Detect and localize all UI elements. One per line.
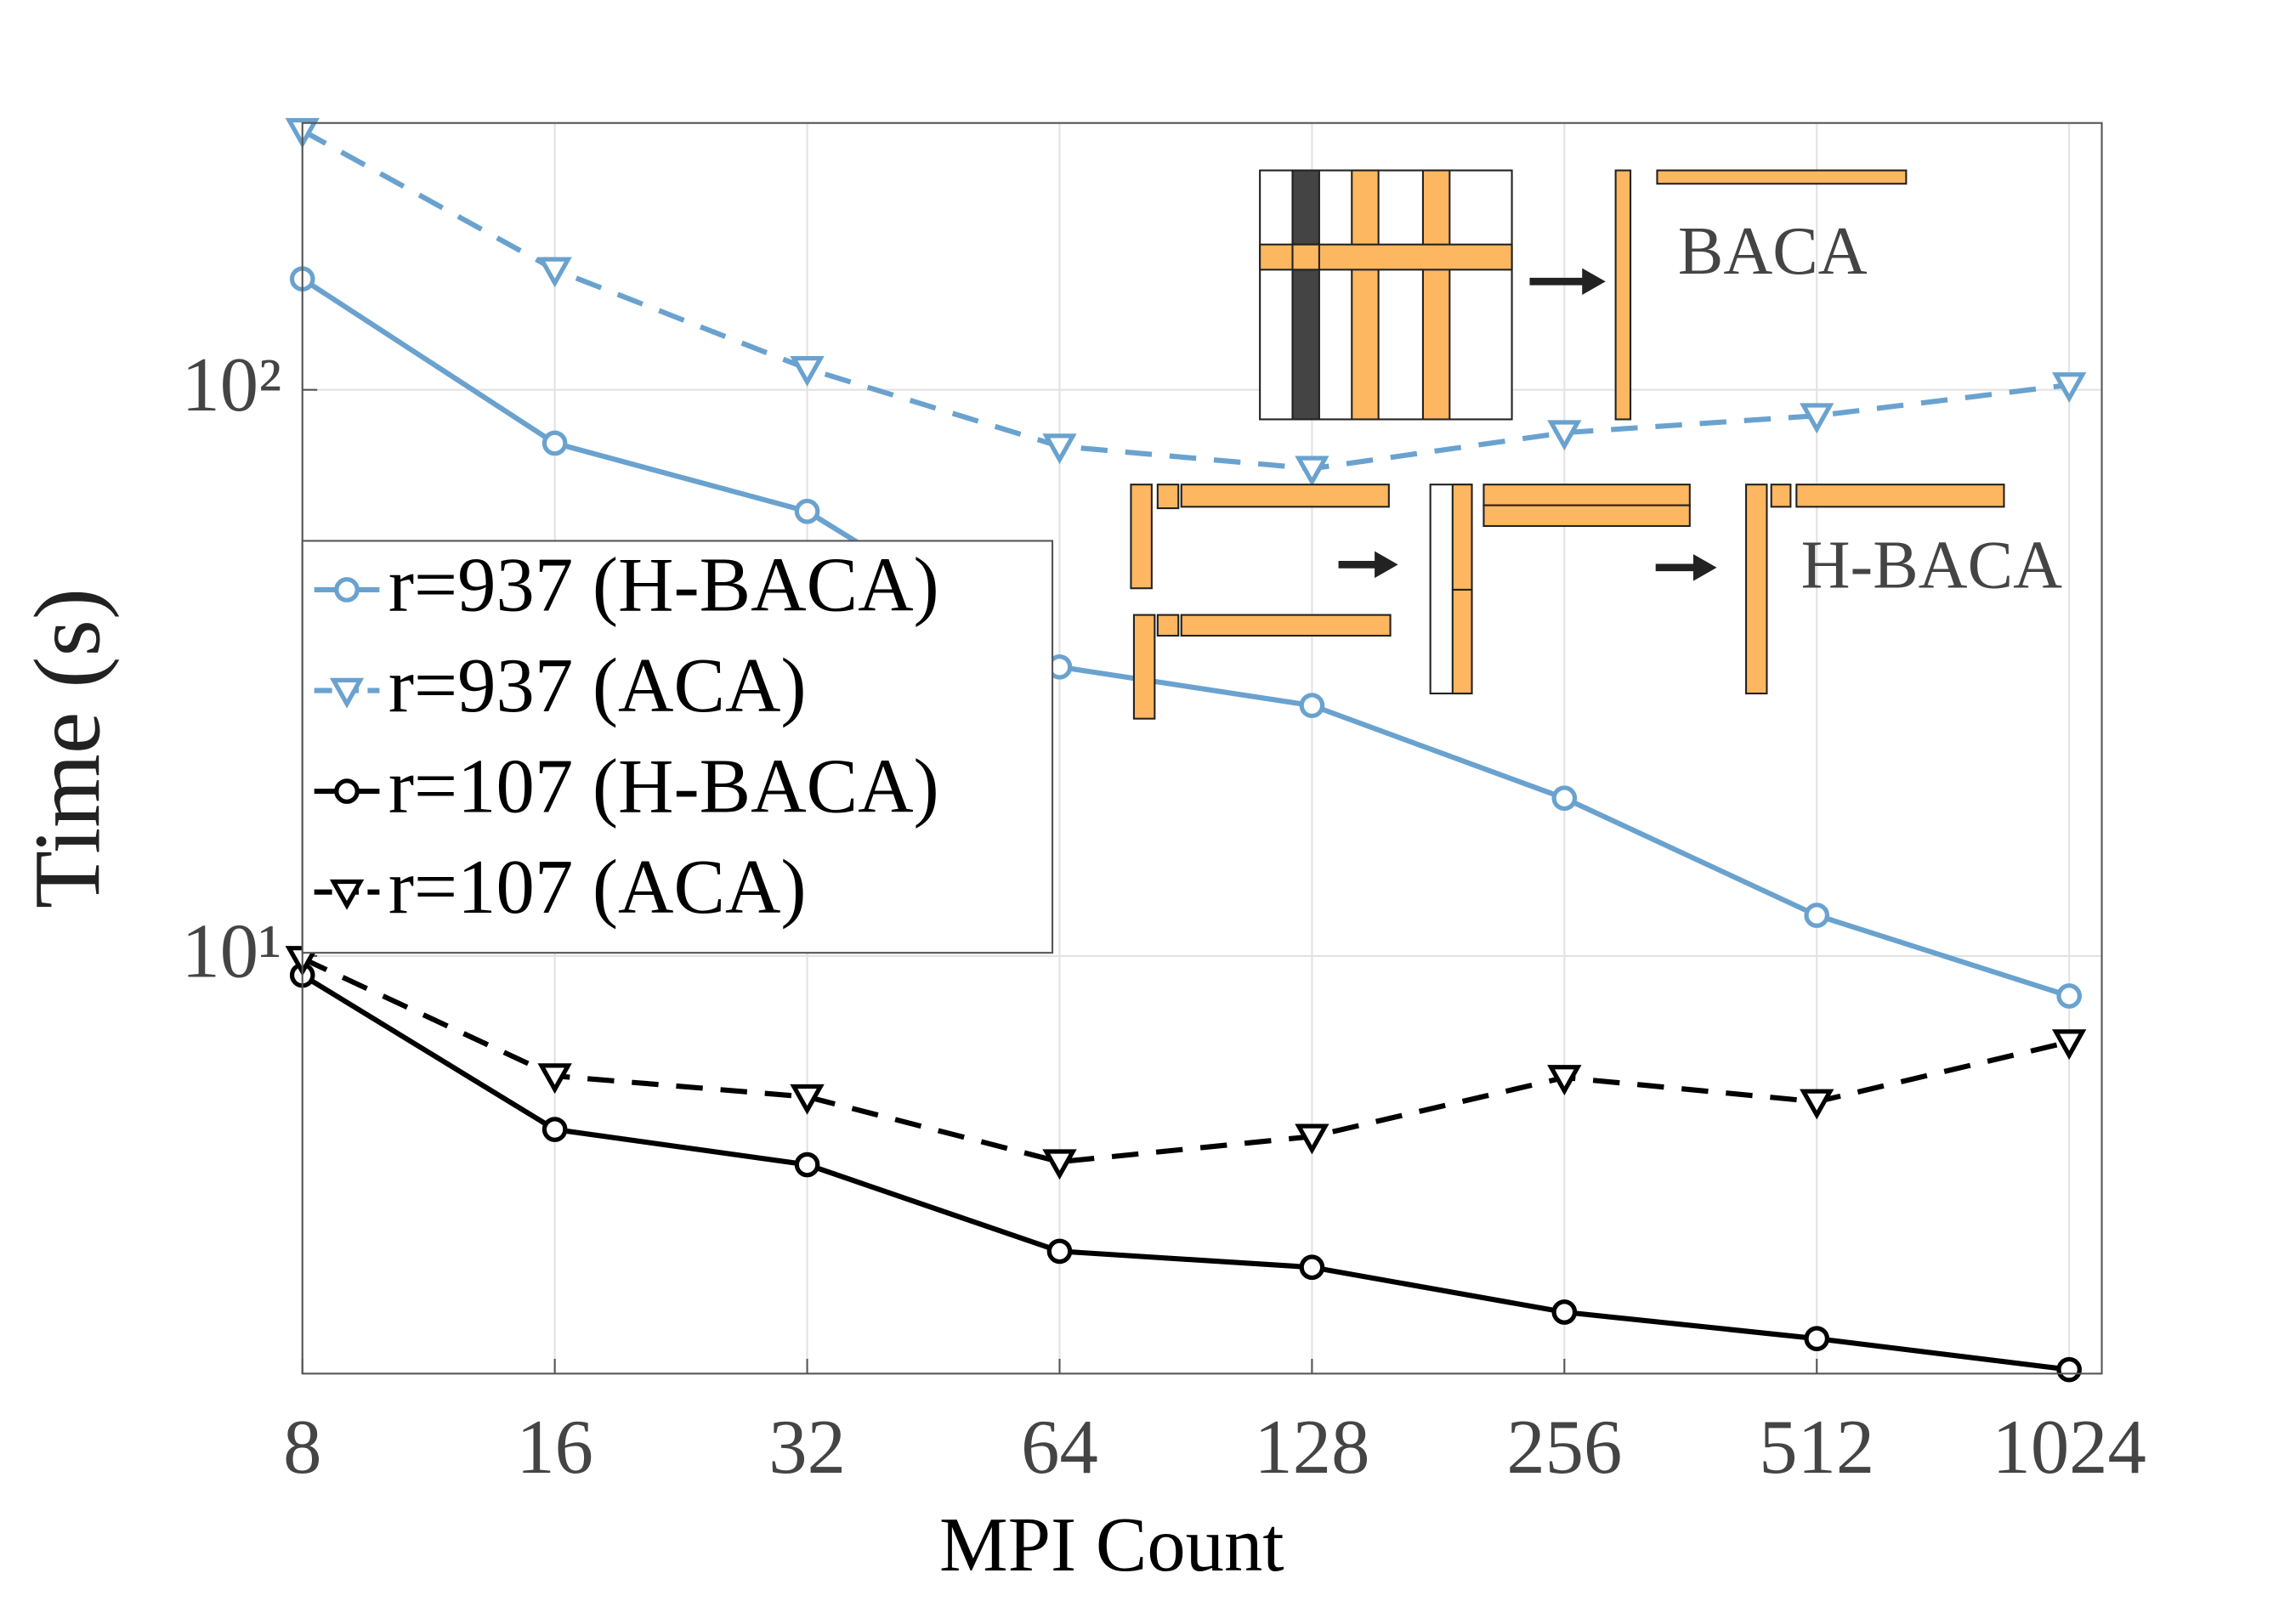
bar [1770, 484, 1792, 508]
bar [1795, 484, 2005, 508]
column [1291, 169, 1320, 421]
legend-box [301, 540, 1054, 954]
bar [1156, 614, 1180, 637]
series-line [301, 276, 2071, 999]
x-tick-label: 8 [283, 1404, 321, 1490]
bar [1451, 588, 1473, 695]
series-line [301, 972, 2070, 1372]
marker [1042, 1149, 1077, 1180]
y-tick-label: 10¹ [181, 908, 281, 993]
legend-label: r=107 (ACA) [388, 844, 807, 930]
legend-label: r=937 (H-BACA) [388, 541, 939, 627]
legend-label: r=937 (ACA) [388, 642, 807, 728]
x-tick-label: 512 [1759, 1404, 1874, 1490]
arrow-head [1692, 554, 1717, 581]
bar [1132, 614, 1156, 720]
series-line [301, 127, 2070, 472]
x-tick-label: 256 [1506, 1404, 1622, 1490]
marker [794, 1151, 820, 1178]
marker [1299, 1254, 1325, 1281]
legend-marker [329, 879, 365, 910]
cell [1291, 243, 1320, 271]
marker [790, 355, 825, 387]
marker [2052, 372, 2087, 404]
bar [1745, 484, 1768, 695]
bar [1180, 614, 1392, 637]
bar [1482, 484, 1691, 506]
marker [1295, 1123, 1329, 1155]
marker [1547, 1065, 1582, 1096]
marker [790, 1084, 825, 1115]
annotation: H-BACA [1801, 528, 2062, 603]
bar [1180, 484, 1390, 508]
x-axis-label: MPI Count [939, 1502, 1284, 1587]
column [1351, 169, 1380, 421]
bar [1482, 504, 1691, 528]
x-tick-label: 64 [1021, 1404, 1098, 1490]
marker [1551, 785, 1578, 812]
x-tick-label: 32 [768, 1404, 846, 1490]
x-tick-label: 1024 [1993, 1404, 2146, 1490]
marker [1295, 456, 1329, 487]
marker [794, 498, 820, 524]
legend-label: r=107 (H-BACA) [388, 743, 939, 829]
marker [1804, 1326, 1830, 1351]
series-line [301, 956, 2070, 1165]
arrow-head [1582, 268, 1606, 296]
marker [541, 1117, 568, 1142]
legend-marker [334, 778, 360, 804]
series-layer [285, 117, 2087, 1383]
x-tick-label: 128 [1254, 1404, 1369, 1490]
legend-marker [329, 677, 365, 709]
marker [2052, 1029, 2087, 1061]
marker [1299, 693, 1325, 718]
x-tick-label: 16 [516, 1404, 593, 1490]
bar [1156, 484, 1180, 510]
marker [1551, 1299, 1578, 1325]
marker [1046, 1238, 1073, 1265]
marker [537, 1063, 572, 1095]
marker [537, 257, 572, 288]
marker [1042, 433, 1077, 465]
marker [2056, 983, 2082, 1009]
bar [1451, 484, 1473, 591]
column [1421, 169, 1451, 421]
legend-marker [334, 577, 360, 603]
marker [1800, 403, 1834, 434]
marker [1800, 1089, 1834, 1120]
y-axis-label: Time (s) [15, 588, 120, 908]
bar [1614, 169, 1632, 421]
marker [1804, 903, 1830, 928]
y-tick-label: 10² [181, 342, 281, 427]
bar [1130, 484, 1153, 590]
marker [1547, 420, 1582, 451]
marker [2056, 1356, 2082, 1383]
inset-diagram [1130, 169, 2005, 720]
arrow-head [1375, 551, 1398, 579]
annotation: BACA [1678, 214, 1868, 289]
bar [1656, 169, 1908, 185]
legend: r=937 (H-BACA) r=937 (ACA) r=107 (H-BACA) r… [301, 540, 1054, 954]
marker [541, 430, 568, 456]
